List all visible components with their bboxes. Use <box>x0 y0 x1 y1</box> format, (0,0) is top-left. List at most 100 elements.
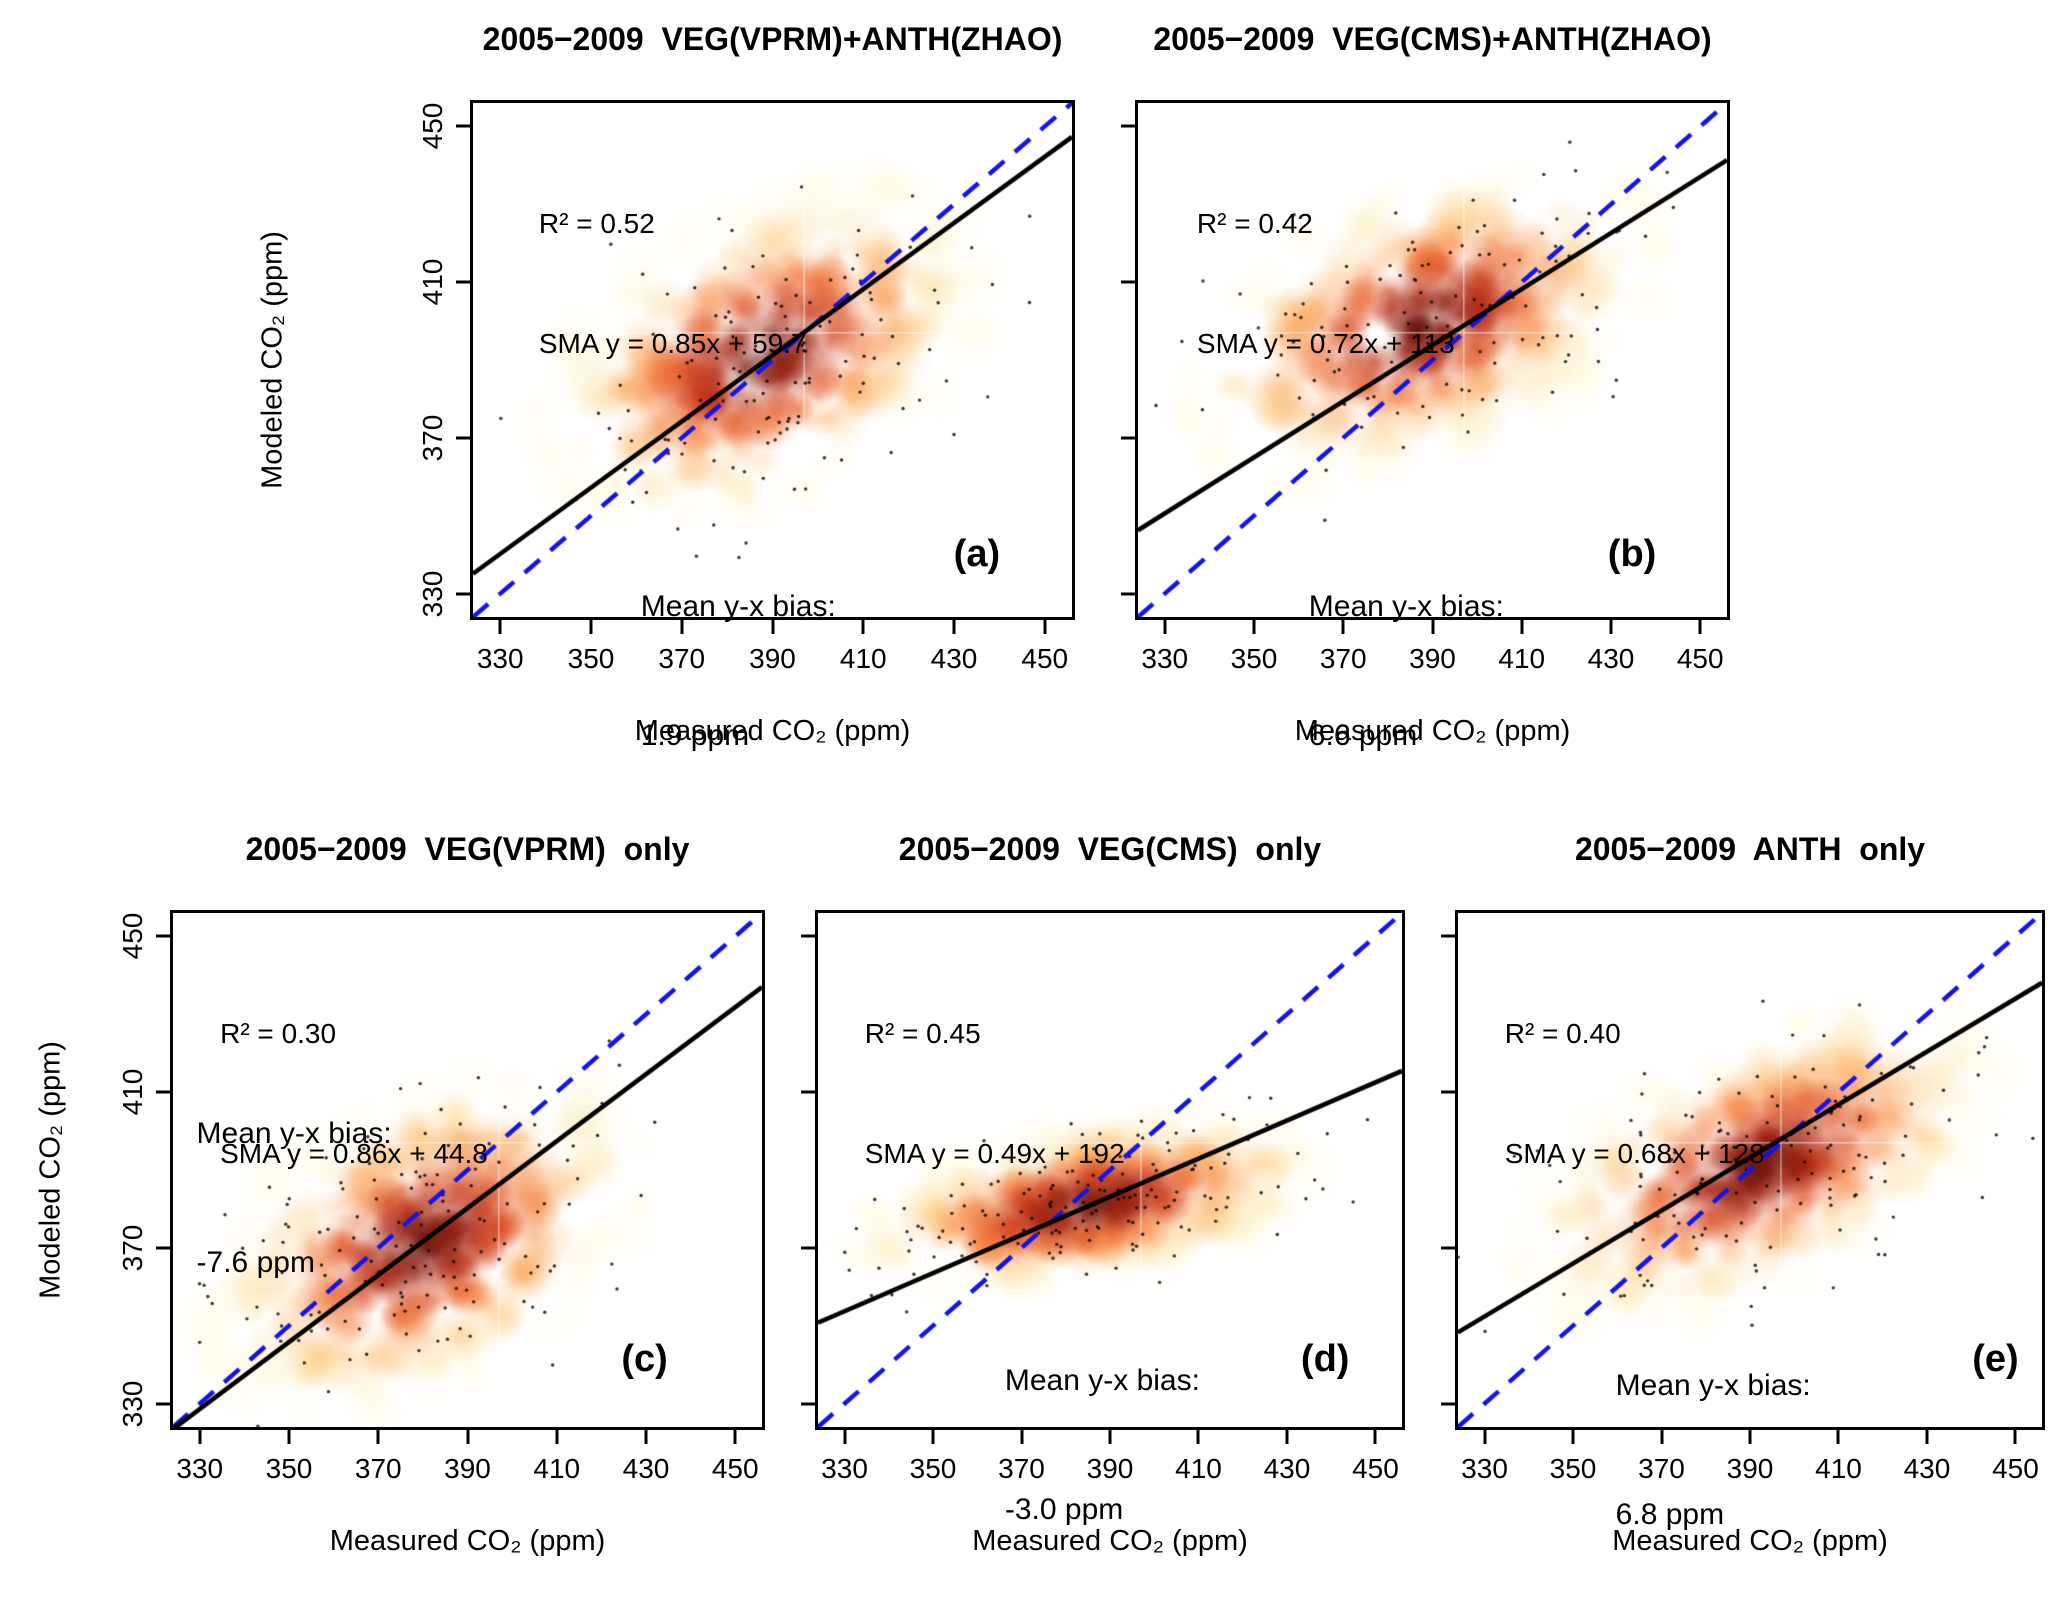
x-axis-title: Measured CO₂ (ppm) <box>329 1525 606 1557</box>
x-axis-title: Measured CO₂ (ppm) <box>1612 1525 1888 1557</box>
bias-label: Mean y-x bias: <box>1308 589 1504 623</box>
x-tick-label: 350 <box>1230 643 1278 674</box>
x-tick-mark <box>1660 1430 1663 1444</box>
x-tick-mark <box>1196 1430 1200 1444</box>
y-tick-mark <box>456 124 470 128</box>
x-tick-label: 370 <box>658 643 706 674</box>
bias-label: Mean y-x bias: <box>640 589 836 623</box>
x-tick-label: 410 <box>1175 1453 1222 1484</box>
y-tick-mark <box>1121 124 1135 128</box>
x-tick-mark <box>1836 1430 1840 1444</box>
panel-title: 2005−2009 VEG(CMS)+ANTH(ZHAO) <box>1153 21 1712 57</box>
x-tick-label: 430 <box>1263 1453 1311 1484</box>
sma-label: SMA y = 0.49x + 192 <box>864 1137 1125 1169</box>
y-tick-mark <box>156 1246 170 1250</box>
x-tick-label: 350 <box>567 643 615 674</box>
y-tick-label: 370 <box>417 414 448 462</box>
stats-annotation: R² = 0.40 SMA y = 0.68x + 128 <box>1505 934 1765 1254</box>
x-tick-mark <box>952 620 956 634</box>
x-tick-mark <box>771 620 774 634</box>
bias-value: 6.8 ppm <box>1615 1497 1725 1531</box>
r2-label: R² = 0.45 <box>864 1017 981 1049</box>
x-tick-label: 330 <box>176 1453 224 1484</box>
panel-letter: (d) <box>1300 1337 1350 1380</box>
x-tick-mark <box>1698 620 1702 634</box>
x-tick-label: 350 <box>265 1453 313 1484</box>
panel-letter: (b) <box>1607 532 1657 575</box>
x-axis-title: Measured CO₂ (ppm) <box>634 715 911 747</box>
x-tick-mark <box>1571 1430 1575 1444</box>
x-tick-mark <box>1341 620 1345 634</box>
y-tick-mark <box>156 934 170 938</box>
bias-annotation: Mean y-x bias: -7.6 ppm <box>197 1026 392 1370</box>
x-tick-label: 410 <box>533 1453 581 1484</box>
x-tick-label: 450 <box>711 1453 759 1484</box>
panel-title: 2005−2009 VEG(VPRM)+ANTH(ZHAO) <box>482 21 1063 57</box>
x-tick-mark <box>287 1430 291 1444</box>
x-tick-mark <box>1163 620 1167 634</box>
x-tick-label: 430 <box>1903 1453 1951 1484</box>
y-tick-mark <box>156 1090 170 1094</box>
x-tick-mark <box>1252 620 1256 634</box>
panel-title: 2005−2009 VEG(VPRM) only <box>245 831 690 867</box>
y-axis-title: Modeled CO₂ (ppm) <box>34 1041 67 1299</box>
x-tick-mark <box>466 1430 469 1444</box>
y-tick-label: 330 <box>117 1380 148 1427</box>
x-tick-mark <box>2013 1430 2017 1444</box>
y-tick-mark <box>456 592 470 596</box>
x-tick-mark <box>589 620 593 634</box>
panel-letter: (a) <box>953 532 1001 575</box>
y-tick-mark <box>801 1090 815 1094</box>
panel-a: 2005−2009 VEG(VPRM)+ANTH(ZHAO) R² = 0.52… <box>257 21 1075 752</box>
x-tick-mark <box>498 620 502 634</box>
y-tick-label: 450 <box>117 913 148 960</box>
x-tick-mark <box>1431 620 1434 634</box>
x-tick-label: 390 <box>1086 1453 1134 1484</box>
y-tick-mark <box>1121 280 1135 284</box>
y-tick-mark <box>1121 592 1135 596</box>
y-tick-label: 330 <box>417 570 448 617</box>
x-tick-mark <box>376 1430 380 1444</box>
panel-letter: (e) <box>1972 1337 2019 1380</box>
y-tick-mark <box>1441 1246 1455 1250</box>
y-tick-mark <box>801 1402 815 1406</box>
x-tick-label: 450 <box>1992 1453 2039 1484</box>
x-tick-label: 390 <box>444 1453 491 1484</box>
y-tick-mark <box>801 1246 815 1250</box>
panel-b: 2005−2009 VEG(CMS)+ANTH(ZHAO) R² = 0.42 … <box>1121 21 1730 752</box>
y-tick-label: 450 <box>417 103 448 150</box>
stats-annotation: R² = 0.52 SMA y = 0.85x + 59.7 <box>539 124 807 444</box>
x-tick-mark <box>1108 1430 1112 1444</box>
y-tick-label: 410 <box>417 258 448 306</box>
bias-label: Mean y-x bias: <box>1615 1368 1811 1402</box>
x-tick-mark <box>1609 620 1613 634</box>
x-tick-label: 450 <box>1021 643 1069 674</box>
panel-d: 2005−2009 VEG(CMS) only R² = 0.45 SMA y … <box>801 831 1405 1557</box>
sma-label: SMA y = 0.68x + 128 <box>1504 1137 1765 1169</box>
x-tick-label: 390 <box>1409 643 1456 674</box>
x-tick-label: 330 <box>476 643 524 674</box>
x-tick-mark <box>644 1430 648 1444</box>
bias-annotation: Mean y-x bias: 6.6 ppm <box>1309 499 1504 843</box>
x-axis-title: Measured CO₂ (ppm) <box>972 1525 1248 1557</box>
r2-label: R² = 0.30 <box>220 1017 337 1049</box>
x-tick-label: 350 <box>1549 1453 1597 1484</box>
x-tick-label: 370 <box>1319 643 1367 674</box>
x-tick-mark <box>1020 1430 1023 1444</box>
y-tick-mark <box>1441 934 1455 938</box>
bias-annotation: Mean y-x bias: -3.0 ppm <box>1005 1273 1200 1617</box>
bias-annotation: Mean y-x bias: 6.8 ppm <box>1616 1278 1811 1622</box>
x-tick-mark <box>680 620 684 634</box>
x-tick-mark <box>1748 1430 1752 1444</box>
x-tick-mark <box>1520 620 1524 634</box>
x-tick-mark <box>555 1430 559 1444</box>
x-tick-label: 410 <box>1498 643 1546 674</box>
bias-annotation: Mean y-x bias: 1.9 ppm <box>641 499 836 843</box>
y-tick-mark <box>456 280 470 284</box>
r2-label: R² = 0.52 <box>538 207 655 239</box>
density-heatmap-canvas <box>473 103 1072 617</box>
panel-title: 2005−2009 VEG(CMS) only <box>898 831 1322 867</box>
y-tick-mark <box>1441 1090 1455 1094</box>
x-tick-mark <box>843 1430 847 1444</box>
stats-annotation: R² = 0.45 SMA y = 0.49x + 192 <box>865 934 1125 1254</box>
